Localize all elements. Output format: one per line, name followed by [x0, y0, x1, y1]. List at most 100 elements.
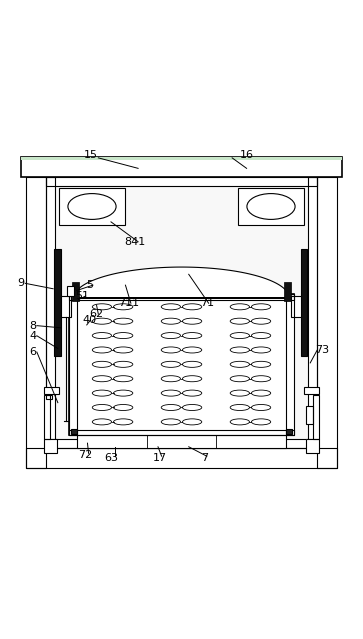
Bar: [46, 395, 52, 399]
Bar: [306, 439, 319, 452]
Ellipse shape: [252, 304, 271, 310]
Bar: [46, 439, 317, 448]
Bar: [26, 176, 46, 468]
Text: 711: 711: [118, 298, 140, 308]
Ellipse shape: [114, 347, 133, 353]
Bar: [69, 430, 294, 435]
Ellipse shape: [161, 419, 180, 425]
Bar: [44, 396, 50, 439]
Ellipse shape: [114, 361, 133, 367]
Bar: [308, 176, 317, 448]
Ellipse shape: [161, 376, 180, 381]
Bar: [301, 249, 307, 356]
Ellipse shape: [161, 390, 180, 396]
Bar: [308, 176, 317, 448]
Bar: [317, 176, 337, 468]
Text: 62: 62: [89, 309, 103, 319]
Bar: [44, 396, 50, 439]
Bar: [317, 176, 337, 468]
Bar: [286, 429, 292, 435]
Bar: [313, 396, 319, 439]
Bar: [69, 294, 294, 300]
Bar: [58, 187, 126, 226]
Ellipse shape: [230, 347, 249, 353]
Bar: [46, 176, 317, 186]
Ellipse shape: [183, 332, 202, 339]
Text: 51: 51: [75, 291, 89, 301]
Ellipse shape: [183, 347, 202, 353]
Bar: [69, 294, 77, 435]
Text: 7: 7: [201, 452, 209, 463]
Bar: [69, 430, 294, 435]
Ellipse shape: [252, 347, 271, 353]
Bar: [46, 439, 317, 448]
Text: 63: 63: [104, 452, 118, 463]
Ellipse shape: [114, 318, 133, 324]
Bar: [69, 294, 294, 300]
Bar: [54, 249, 61, 356]
Bar: [317, 176, 337, 468]
Text: 15: 15: [84, 150, 98, 160]
Ellipse shape: [230, 304, 249, 310]
Ellipse shape: [161, 304, 180, 310]
Ellipse shape: [230, 404, 249, 410]
Text: 8: 8: [30, 321, 37, 330]
Bar: [26, 176, 46, 468]
Bar: [306, 439, 319, 452]
Ellipse shape: [114, 376, 133, 381]
Polygon shape: [74, 267, 289, 298]
Ellipse shape: [252, 332, 271, 339]
Ellipse shape: [183, 304, 202, 310]
Ellipse shape: [161, 347, 180, 353]
Ellipse shape: [92, 318, 111, 324]
Ellipse shape: [114, 304, 133, 310]
Text: 16: 16: [240, 150, 254, 160]
Bar: [69, 294, 77, 435]
Bar: [69, 294, 294, 435]
Ellipse shape: [92, 347, 111, 353]
Bar: [77, 435, 286, 448]
Ellipse shape: [92, 390, 111, 396]
Ellipse shape: [230, 390, 249, 396]
Bar: [46, 176, 317, 186]
Text: 4: 4: [30, 331, 37, 341]
Ellipse shape: [183, 404, 202, 410]
Text: 73: 73: [315, 345, 330, 355]
Text: 71: 71: [200, 298, 214, 308]
Ellipse shape: [161, 318, 180, 324]
Bar: [306, 406, 314, 424]
Bar: [44, 387, 58, 394]
Bar: [69, 294, 294, 300]
Bar: [284, 282, 290, 302]
Bar: [46, 176, 55, 448]
Bar: [306, 406, 314, 424]
Bar: [71, 429, 77, 435]
Bar: [26, 176, 46, 468]
Ellipse shape: [252, 404, 271, 410]
Ellipse shape: [252, 390, 271, 396]
Text: 40: 40: [82, 315, 96, 325]
Text: 6: 6: [30, 347, 37, 357]
Text: 9: 9: [17, 279, 24, 288]
Bar: [46, 176, 55, 448]
Text: 841: 841: [124, 237, 145, 247]
Ellipse shape: [92, 419, 111, 425]
Bar: [46, 176, 55, 448]
Ellipse shape: [252, 318, 271, 324]
Bar: [306, 439, 319, 452]
Bar: [44, 396, 50, 439]
Ellipse shape: [183, 419, 202, 425]
Ellipse shape: [247, 194, 295, 219]
Ellipse shape: [183, 361, 202, 367]
Bar: [73, 282, 79, 302]
Bar: [67, 286, 74, 296]
Ellipse shape: [230, 376, 249, 381]
Ellipse shape: [114, 404, 133, 410]
Ellipse shape: [92, 332, 111, 339]
Text: 5: 5: [86, 280, 93, 290]
Bar: [44, 439, 57, 452]
Ellipse shape: [92, 361, 111, 367]
Ellipse shape: [114, 390, 133, 396]
Bar: [305, 387, 319, 394]
Ellipse shape: [161, 332, 180, 339]
